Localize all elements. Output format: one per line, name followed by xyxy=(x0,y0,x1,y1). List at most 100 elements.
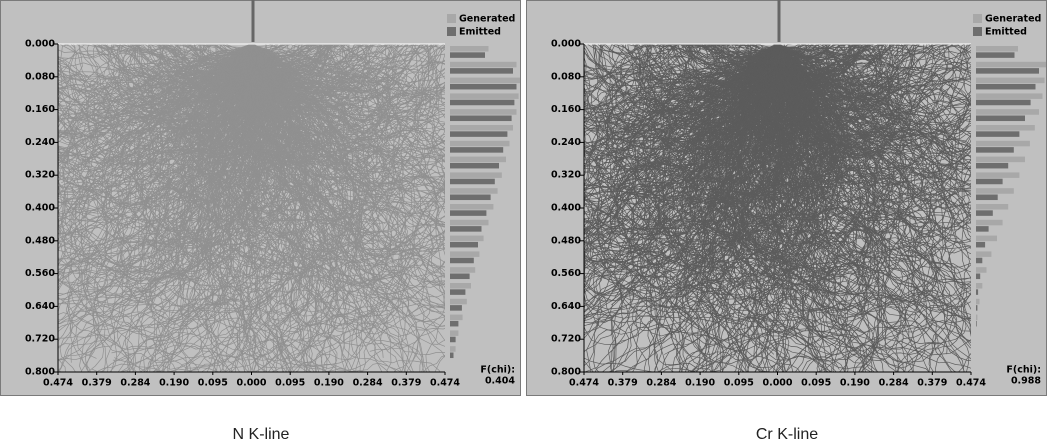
y-tick-label: 0.800 xyxy=(551,367,581,378)
trajectory xyxy=(584,43,827,307)
trajectory xyxy=(70,43,252,124)
f-chi-value: 0.988 xyxy=(1011,376,1041,387)
trajectory xyxy=(777,43,971,106)
trajectory xyxy=(593,43,778,113)
trajectory xyxy=(584,43,781,229)
trajectory xyxy=(709,43,930,372)
emitted-bar xyxy=(450,210,487,216)
trajectory xyxy=(777,43,950,107)
trajectory xyxy=(204,43,329,151)
generated-bar xyxy=(976,156,1025,163)
trajectory xyxy=(686,43,910,361)
generated-bar xyxy=(450,204,494,210)
trajectory xyxy=(584,43,778,91)
trajectory xyxy=(631,43,778,182)
trajectory xyxy=(598,43,792,264)
trajectory xyxy=(772,43,971,135)
emitted-bar xyxy=(976,289,979,295)
generated-bar xyxy=(976,267,987,273)
trajectory xyxy=(591,43,778,139)
trajectory xyxy=(179,43,262,372)
trajectory xyxy=(91,43,343,372)
generated-bar xyxy=(976,125,1035,131)
trajectory xyxy=(584,43,819,314)
trajectory xyxy=(177,43,301,212)
trajectory xyxy=(239,43,445,358)
trajectory xyxy=(777,43,970,295)
trajectory xyxy=(94,43,280,298)
generated-bar xyxy=(450,235,484,242)
trajectory xyxy=(669,43,778,289)
trajectory xyxy=(773,43,971,141)
trajectory xyxy=(698,43,915,372)
emitted-bar xyxy=(976,147,1014,153)
emitted-bar xyxy=(450,305,462,311)
generated-bar xyxy=(450,156,506,163)
trajectory xyxy=(58,43,252,178)
trajectory xyxy=(704,43,868,348)
generated-bar xyxy=(450,109,517,115)
y-tick-label: 0.720 xyxy=(25,334,55,345)
emitted-bar xyxy=(976,83,1036,90)
y-tick-label: 0.560 xyxy=(25,268,55,279)
trajectories xyxy=(584,43,971,372)
emitted-bar xyxy=(976,273,981,280)
trajectory xyxy=(101,43,253,108)
generated-bar xyxy=(450,77,520,84)
trajectory xyxy=(58,43,255,183)
y-tick-label: 0.320 xyxy=(25,170,55,181)
trajectory xyxy=(695,43,804,372)
trajectory xyxy=(648,43,788,372)
trajectory xyxy=(584,43,783,224)
emitted-bar xyxy=(450,83,517,90)
trajectory xyxy=(251,43,408,201)
trajectory xyxy=(58,43,317,248)
generated-bar xyxy=(450,93,519,99)
trajectory xyxy=(777,43,971,372)
x-tick-label: 0.000 xyxy=(762,378,792,389)
y-tick-label: 0.320 xyxy=(551,170,581,181)
generated-bar xyxy=(450,172,502,178)
trajectory xyxy=(58,43,253,213)
trajectory xyxy=(777,43,900,124)
generated-bar xyxy=(450,298,467,305)
trajectory xyxy=(584,43,804,206)
x-tick-label: 0.095 xyxy=(724,378,754,389)
trajectory xyxy=(770,43,890,372)
trajectory xyxy=(684,43,801,372)
emitted-bar xyxy=(450,115,512,122)
emitted-bar xyxy=(450,131,508,137)
trajectory xyxy=(219,43,392,372)
emitted-bar xyxy=(450,336,456,343)
f-chi-label: F(chi): xyxy=(1006,365,1041,376)
trajectory xyxy=(59,43,252,91)
x-tick-label: 0.284 xyxy=(646,378,676,389)
emitted-bar xyxy=(976,305,978,311)
trajectory xyxy=(777,43,971,168)
trajectory xyxy=(584,43,789,333)
trajectory xyxy=(250,43,436,83)
generated-bar xyxy=(450,267,476,273)
trajectory xyxy=(248,43,445,274)
generated-bar xyxy=(976,93,1043,99)
trajectory xyxy=(58,44,255,149)
emitted-bar xyxy=(976,194,998,201)
x-tick-label: 0.190 xyxy=(314,378,344,389)
trajectory xyxy=(584,43,778,231)
trajectory xyxy=(777,43,971,164)
emitted-bar xyxy=(976,210,993,216)
emitted-bar xyxy=(976,320,977,327)
x-tick-label: 0.284 xyxy=(353,378,383,389)
trajectory xyxy=(777,43,960,181)
legend-label: Emitted xyxy=(459,27,501,38)
trajectory xyxy=(639,43,778,145)
trajectory xyxy=(777,43,971,134)
trajectory xyxy=(777,43,971,169)
trajectory xyxy=(584,43,810,302)
trajectory xyxy=(251,43,445,158)
trajectory xyxy=(765,43,911,184)
trajectory xyxy=(757,43,875,372)
y-tick-label: 0.240 xyxy=(551,137,581,148)
x-tick-label: 0.190 xyxy=(840,378,870,389)
trajectory xyxy=(58,43,252,157)
